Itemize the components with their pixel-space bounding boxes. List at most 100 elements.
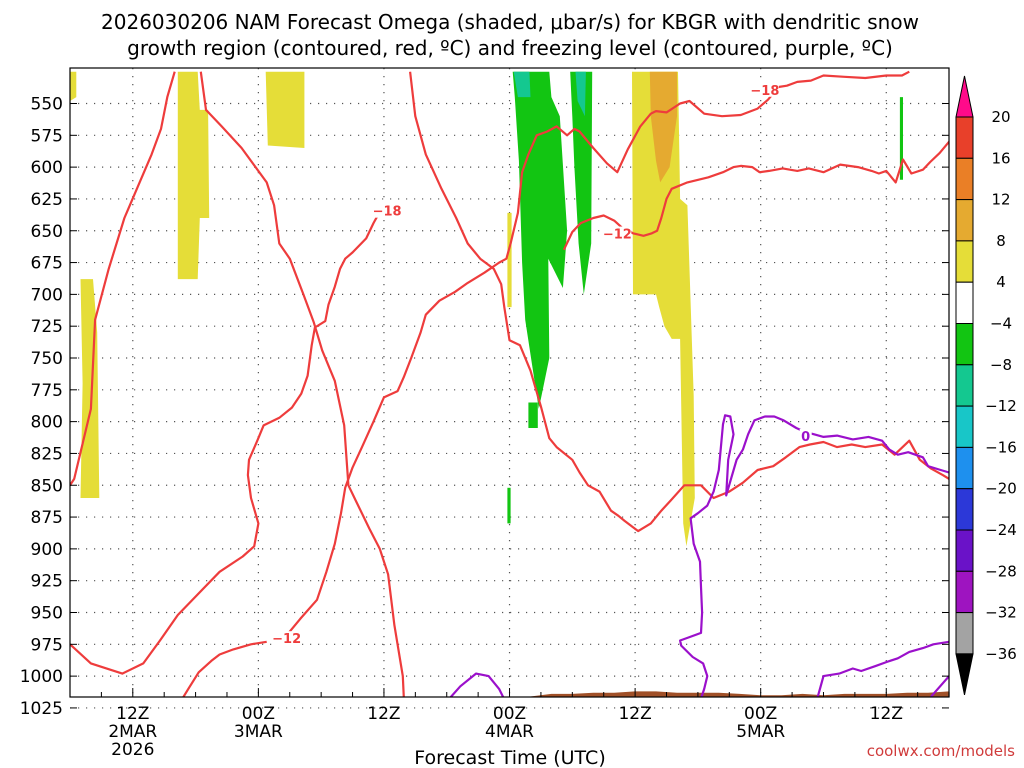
omega-region-yellow-4-8: [177, 71, 210, 280]
y-tick-label: 975: [31, 635, 63, 655]
x-tick-label: 5MAR: [736, 722, 785, 742]
dgz-contour-line: [70, 211, 381, 675]
freezing-level-contour-line: [678, 414, 949, 697]
contour-label: −12: [603, 228, 632, 243]
x-tick-label: 00Z: [242, 704, 275, 724]
colorbar-label: 12: [991, 191, 1010, 209]
y-tick-label: 925: [31, 572, 63, 592]
omega-region-teal-neg8: [513, 71, 531, 98]
chart-title-line-2: growth region (contoured, red, ºC) and f…: [127, 36, 893, 60]
colorbar-top-arrow: [955, 75, 974, 118]
omega-colorbar: 20 16 12 8 4 −4 −8 −12 −16 −20 −24 −28 −32 −36: [955, 75, 1017, 696]
y-tick-label: 700: [31, 285, 63, 305]
y-tick-label: 750: [31, 349, 63, 369]
colorbar-bottom-arrow: [955, 653, 974, 696]
contour-label-bg: [272, 631, 301, 646]
freezing-level-contour-line: [449, 672, 505, 697]
dgz-contour-line: [70, 71, 176, 486]
colorbar-swatch: [955, 570, 974, 614]
y-tick-label: 675: [31, 254, 63, 274]
omega-region-green-neg4: [512, 71, 568, 409]
colorbar-label: 8: [996, 232, 1006, 250]
colorbar-label: −20: [985, 480, 1017, 498]
omega-region-yellow-4-8: [507, 212, 512, 308]
contour-label: −18: [750, 84, 779, 99]
x-tick-label: 2026: [111, 740, 154, 760]
y-tick-label: 650: [31, 222, 63, 242]
y-tick-label: 950: [31, 604, 63, 624]
contour-label-bg: [750, 82, 779, 97]
contour-labels: −18 −18 −12 −12 0: [272, 82, 812, 647]
y-tick-label: 725: [31, 317, 63, 337]
y-tick-label: 550: [31, 95, 63, 115]
colorbar-label: 16: [991, 149, 1010, 167]
x-tick-label: 2MAR: [108, 722, 157, 742]
contour-label-bg: [603, 226, 632, 241]
colorbar-label: −32: [985, 604, 1017, 622]
colorbar-label: 20: [991, 108, 1010, 126]
omega-region-yellow-4-8: [265, 71, 305, 148]
dgz-contour-line: [182, 640, 267, 697]
contour-label: −18: [373, 205, 402, 220]
freezing-level-contours: [449, 414, 949, 697]
colorbar-swatch: [955, 281, 974, 325]
colorbar-label: −16: [985, 438, 1017, 456]
colorbar-swatch: [955, 240, 974, 283]
omega-region-green-neg4: [570, 71, 593, 295]
colorbar-label: 4: [996, 273, 1006, 291]
colorbar-swatch: [955, 323, 974, 366]
colorbar-swatch: [955, 488, 974, 531]
colorbar-label: −28: [985, 562, 1017, 580]
omega-region-yellow-4-8: [70, 71, 77, 101]
x-tick-label: 4MAR: [485, 722, 534, 742]
y-tick-label: 900: [31, 540, 63, 560]
colorbar-label: −24: [985, 521, 1017, 539]
omega-region-yellow-4-8: [632, 71, 695, 547]
y-tick-label: 875: [31, 508, 63, 528]
omega-region-teal-neg8: [575, 71, 586, 117]
x-tick-label: 00Z: [744, 704, 777, 724]
omega-shading: [70, 71, 903, 547]
x-tick-label: 12Z: [618, 704, 651, 724]
colorbar-swatch: [955, 157, 974, 201]
dgz-contour-line: [283, 70, 910, 639]
y-tick-label: 1000: [20, 667, 63, 687]
freezing-level-contour-line: [816, 640, 949, 697]
contour-label-bg: [799, 428, 812, 443]
dgz-contour-line: [409, 71, 949, 533]
omega-region-orange-8-12: [649, 71, 677, 183]
x-tick-label: 00Z: [493, 704, 526, 724]
colorbar-label: −4: [990, 315, 1012, 333]
x-tick-label: 12Z: [367, 704, 400, 724]
x-tick-label: 3MAR: [234, 722, 283, 742]
contour-label: −12: [272, 632, 301, 647]
credit-text: coolwx.com/models: [867, 742, 1015, 760]
x-tick-label: 12Z: [870, 704, 903, 724]
freezing-level-contour-line: [929, 675, 949, 697]
colorbar-label: −8: [990, 356, 1012, 374]
x-axis-label: Forecast Time (UTC): [414, 747, 605, 768]
omega-region-green-neg4: [507, 487, 511, 524]
contour-label-bg: [373, 203, 402, 218]
colorbar-swatch: [955, 405, 974, 448]
colorbar-swatch: [955, 446, 974, 490]
dgz-contour-line: [199, 71, 405, 697]
colorbar-swatch: [955, 529, 974, 572]
y-tick-label: 850: [31, 476, 63, 496]
y-tick-label: 825: [31, 444, 63, 464]
y-tick-label: 775: [31, 381, 63, 401]
colorbar-label: −12: [985, 397, 1017, 415]
colorbar-swatch: [955, 612, 974, 655]
chart-title-line-1: 2026030206 NAM Forecast Omega (shaded, μ…: [101, 10, 919, 34]
omega-region-green-neg4: [528, 402, 538, 428]
y-tick-label: 1025: [20, 699, 63, 719]
y-tick-label: 625: [31, 190, 63, 210]
colorbar-swatch: [955, 116, 974, 159]
y-tick-label: 575: [31, 126, 63, 146]
contour-label: 0: [801, 430, 810, 445]
y-tick-label: 600: [31, 158, 63, 178]
colorbar-swatch: [955, 364, 974, 407]
x-tick-label: 12Z: [116, 704, 149, 724]
